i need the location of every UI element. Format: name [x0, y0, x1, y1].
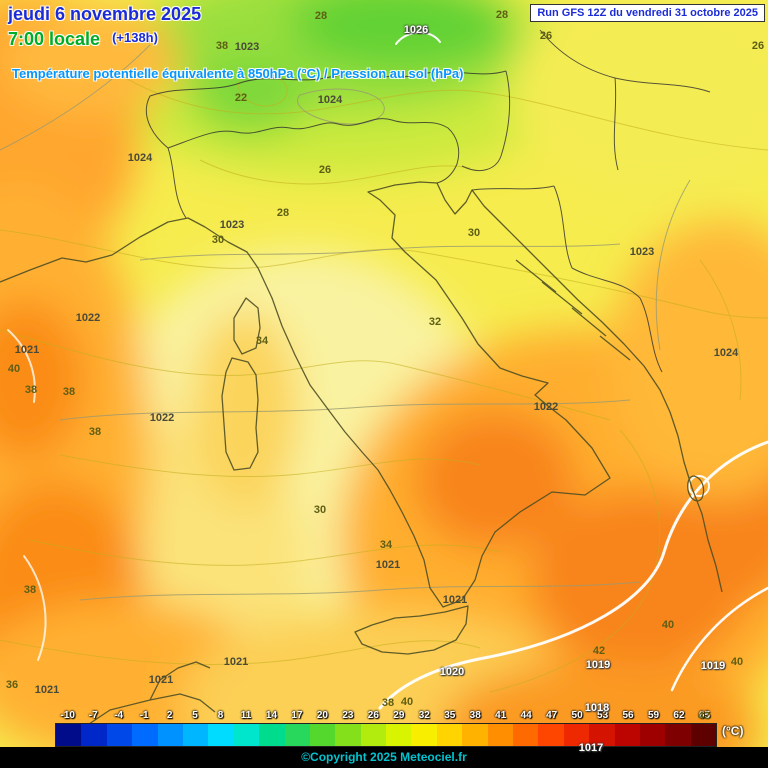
forecast-time-line: 7:00 locale (+138h)	[8, 29, 158, 50]
colorbar-cell	[309, 724, 336, 746]
colorbar-tick: 23	[342, 710, 354, 721]
colorbar-tick: 53	[597, 710, 609, 721]
colorbar-cell	[182, 724, 209, 746]
colorbar-cell	[335, 724, 361, 746]
colorbar-cell	[284, 724, 310, 746]
colorbar-unit: (°C)	[722, 724, 744, 738]
colorbar: -10 -7 -4 -1 2 5 8 11 14 17 20 23 26 29 32 35 38 41 44 47 50…	[55, 710, 717, 747]
isobar-contours	[0, 44, 691, 601]
colorbar-tick: 47	[546, 710, 558, 721]
colorbar-tick: 44	[520, 710, 532, 721]
colorbar-cell	[132, 724, 158, 746]
colorbar-tick: 26	[367, 710, 379, 721]
colorbar-tick: 62	[673, 710, 685, 721]
colorbar-cell	[436, 724, 463, 746]
colorbar-cell	[690, 724, 717, 746]
colorbar-tick: 65	[698, 710, 711, 721]
coastlines	[0, 181, 723, 768]
colorbar-tick: 56	[622, 710, 634, 721]
colorbar-tick: 2	[166, 710, 173, 721]
colorbar-tick: 14	[265, 710, 278, 721]
colorbar-tick: -10	[60, 710, 75, 721]
colorbar-tick: 8	[217, 710, 224, 721]
colorbar-tick: 5	[192, 710, 198, 721]
colorbar-tick: 50	[571, 710, 583, 721]
colorbar-cell	[589, 724, 615, 746]
colorbar-cell	[411, 724, 437, 746]
colorbar-cell	[639, 724, 666, 746]
forecast-time: 7:00 locale	[8, 29, 101, 49]
colorbar-tick: 59	[647, 710, 660, 721]
colorbar-tick: -7	[88, 710, 98, 721]
colorbar-cell	[614, 724, 640, 746]
colorbar-tick: 35	[444, 710, 456, 721]
colorbar-cell	[106, 724, 133, 746]
colorbar-tick: 29	[393, 710, 405, 721]
colorbar-cell	[386, 724, 412, 746]
bottom-bar: ©Copyright 2025 Meteociel.fr	[0, 747, 768, 768]
copyright-text: ©Copyright 2025 Meteociel.fr	[301, 750, 467, 764]
colorbar-cell	[513, 724, 539, 746]
colorbar-tick: 17	[291, 710, 303, 721]
colorbar-cell	[665, 724, 691, 746]
colorbar-cell	[208, 724, 234, 746]
colorbar-cell	[538, 724, 564, 746]
colorbar-cell	[56, 724, 82, 746]
colorbar-tick: -4	[114, 710, 124, 721]
run-info-box: Run GFS 12Z du vendredi 31 octobre 2025	[530, 4, 765, 22]
forecast-offset: (+138h)	[112, 30, 158, 45]
isobar-contours-white	[7, 31, 768, 710]
map-subtitle: Température potentielle équivalente à 85…	[12, 66, 464, 81]
theta-e-contours	[0, 73, 768, 693]
colorbar-cell	[81, 724, 107, 746]
colorbar-cell	[563, 724, 590, 746]
colorbar-tick: 41	[495, 710, 507, 721]
colorbar-tick: 11	[240, 710, 252, 721]
colorbar-tick: 32	[418, 710, 430, 721]
colorbar-ticks: -10 -7 -4 -1 2 5 8 11 14 17 20 23 26 29 32 35 38 41 44 47 50…	[55, 710, 717, 722]
colorbar-tick: 20	[316, 710, 328, 721]
colorbar-cell	[487, 724, 514, 746]
colorbar-cell	[259, 724, 285, 746]
forecast-date: jeudi 6 novembre 2025	[8, 4, 202, 24]
colorbar-tick: -1	[139, 710, 149, 721]
colorbar-cell	[157, 724, 183, 746]
colorbar-cells	[55, 723, 717, 747]
country-borders	[145, 29, 711, 373]
colorbar-cell	[233, 724, 260, 746]
colorbar-tick: 38	[469, 710, 481, 721]
colorbar-cell	[462, 724, 488, 746]
colorbar-cell	[360, 724, 387, 746]
